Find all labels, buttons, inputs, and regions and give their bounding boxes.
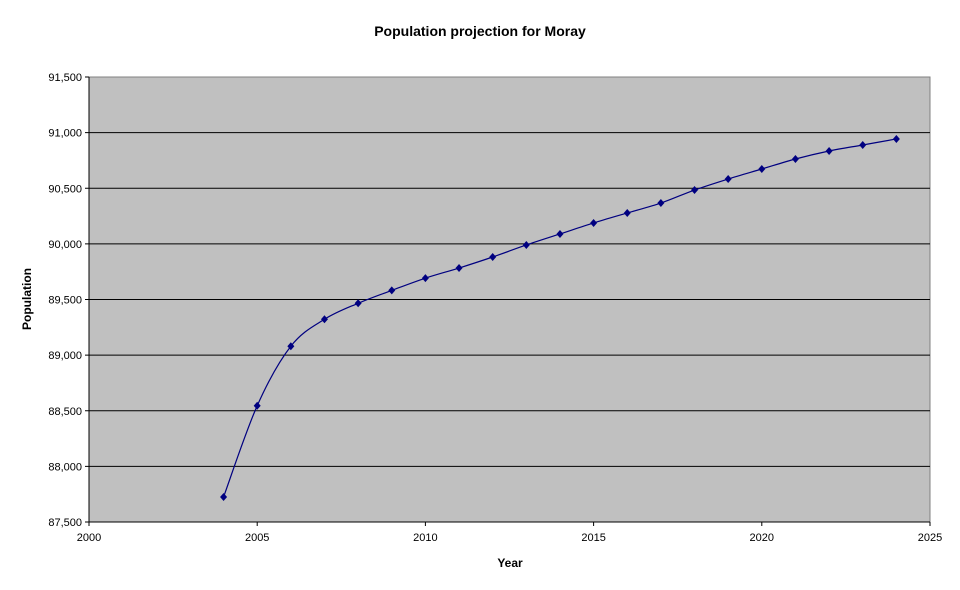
data-point-marker <box>522 240 530 249</box>
data-point-marker <box>421 274 429 283</box>
y-tick-label: 91,000 <box>48 128 82 140</box>
data-point-marker <box>253 401 261 410</box>
y-axis-label: Population <box>20 268 34 330</box>
chart-title: Population projection for Moray <box>374 23 586 39</box>
data-point-marker <box>859 140 867 149</box>
data-point-marker <box>489 253 497 262</box>
y-tick-label: 87,500 <box>48 517 82 529</box>
data-point-marker <box>724 175 732 184</box>
y-tick-label: 90,500 <box>48 183 82 195</box>
data-point-marker <box>657 199 665 208</box>
y-tick-label: 90,000 <box>48 239 82 251</box>
data-point-marker <box>556 229 564 238</box>
data-point-marker <box>287 342 295 351</box>
y-tick-label: 89,500 <box>48 295 82 307</box>
data-point-marker <box>590 218 598 227</box>
x-tick-label: 2005 <box>245 532 269 544</box>
data-point-marker <box>455 264 463 273</box>
x-tick-label: 2025 <box>918 532 942 544</box>
data-point-marker <box>623 208 631 217</box>
y-tick-label: 88,500 <box>48 406 82 418</box>
x-tick-label: 2010 <box>413 532 437 544</box>
x-tick-label: 2000 <box>77 532 101 544</box>
y-tick-label: 89,000 <box>48 350 82 362</box>
data-point-marker <box>691 186 699 195</box>
x-tick-label: 2020 <box>750 532 774 544</box>
data-point-marker <box>825 146 833 155</box>
data-point-marker <box>220 492 228 501</box>
data-point-marker <box>354 299 362 308</box>
data-point-marker <box>388 286 396 295</box>
data-point-marker <box>791 154 799 163</box>
x-axis-label: Year <box>497 556 523 570</box>
y-tick-label: 91,500 <box>48 72 82 84</box>
data-point-marker <box>758 165 766 174</box>
data-point-marker <box>892 134 900 143</box>
y-tick-label: 88,000 <box>48 461 82 473</box>
x-tick-label: 2015 <box>581 532 605 544</box>
data-point-marker <box>320 315 328 324</box>
